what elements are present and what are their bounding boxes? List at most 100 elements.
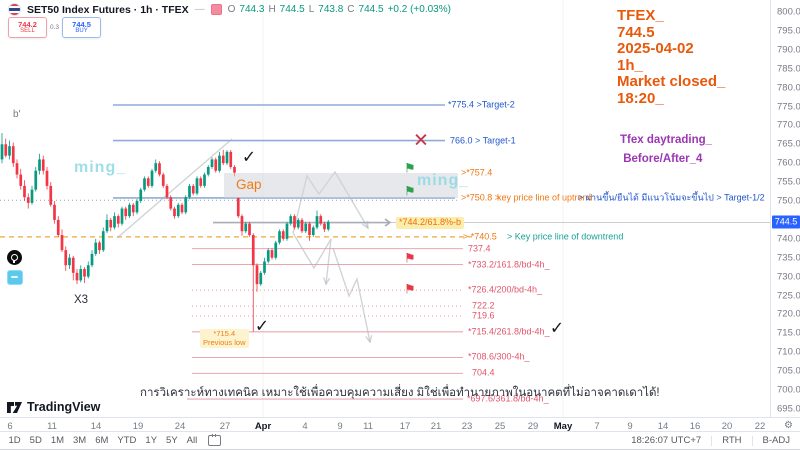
candle-body xyxy=(71,257,75,273)
range-button-5y[interactable]: 5Y xyxy=(166,435,178,446)
candle-body xyxy=(154,163,158,171)
candle-body xyxy=(225,151,229,164)
idea-pin-icon[interactable] xyxy=(7,250,22,265)
candle-body xyxy=(34,170,38,190)
time-axis-tick: 11 xyxy=(363,421,373,432)
candle-body xyxy=(296,219,300,228)
candle-body xyxy=(180,204,184,213)
ohlc-key: C xyxy=(347,4,355,15)
ohlc-value: 744.3 xyxy=(239,4,265,15)
candle-body xyxy=(49,185,53,205)
sell-button[interactable]: 744.2 SELL xyxy=(8,17,47,38)
flag-badge-icon[interactable] xyxy=(210,4,222,15)
time-axis-tick: 9 xyxy=(627,421,633,432)
time-axis-tick: 29 xyxy=(527,421,539,432)
price-scale-label: 750.0 xyxy=(777,195,800,207)
range-buttons: 1D 5D 1M 3M 6M YTD 1Y 5Y All xyxy=(0,435,202,446)
candle-body xyxy=(255,265,259,285)
tradingview-logo[interactable]: TradingView xyxy=(7,400,100,414)
candle-body xyxy=(236,197,240,217)
gear-icon[interactable]: ⚙ xyxy=(784,420,793,431)
range-button-1m[interactable]: 1M xyxy=(50,435,65,446)
price-scale-label: 770.0 xyxy=(777,119,800,131)
buy-button[interactable]: 744.5 BUY xyxy=(62,17,102,38)
candle-body xyxy=(161,174,165,186)
time-axis-tick: 20 xyxy=(721,421,733,432)
time-axis-tick: Apr xyxy=(254,421,272,432)
tradingview-logo-text: TradingView xyxy=(27,400,101,414)
candle-body xyxy=(135,201,139,213)
price-scale-label: 790.0 xyxy=(777,44,800,56)
ohlc-value: 744.5 xyxy=(358,4,384,15)
candle-body xyxy=(203,174,206,186)
candle-body xyxy=(240,216,244,232)
projection-arrowhead xyxy=(365,335,373,344)
candle-body xyxy=(195,178,199,194)
candle-body xyxy=(169,197,173,209)
time-axis-tick: 14 xyxy=(657,421,669,432)
adjust-toggle[interactable]: B-ADJ xyxy=(762,435,790,446)
price-scale-label: 710.0 xyxy=(777,346,800,358)
candle-body xyxy=(173,208,176,217)
price-scale-label: 760.0 xyxy=(777,157,800,169)
candle-body xyxy=(281,231,285,239)
gap-zone-box xyxy=(224,173,458,198)
candle-body xyxy=(221,155,225,164)
candle-body xyxy=(79,269,83,281)
candle-body xyxy=(251,235,255,266)
session-toggle[interactable]: RTH xyxy=(722,435,742,446)
candle-body xyxy=(86,265,90,277)
sticker-icon[interactable] xyxy=(7,270,23,285)
range-button-ytd[interactable]: YTD xyxy=(117,435,137,446)
candle-body xyxy=(218,155,221,171)
projection-line xyxy=(116,138,233,239)
range-button-1d[interactable]: 1D xyxy=(8,435,21,446)
symbol-header[interactable]: SET50 Index Futures · 1h · TFEX — O 744.3… xyxy=(8,3,451,16)
candle-body xyxy=(176,204,180,217)
range-button-all[interactable]: All xyxy=(186,435,198,446)
candle-body xyxy=(270,250,274,258)
candle-body xyxy=(131,204,135,213)
last-price-badge[interactable]: 744.5 xyxy=(772,215,800,229)
candle-body xyxy=(233,166,236,173)
candle-body xyxy=(68,257,71,266)
candle-body xyxy=(0,144,4,160)
candle-body xyxy=(105,219,109,232)
candle-body xyxy=(188,185,191,198)
range-button-6m[interactable]: 6M xyxy=(95,435,109,446)
range-button-3m[interactable]: 3M xyxy=(73,435,87,446)
candle-body xyxy=(101,231,105,251)
candle-body xyxy=(4,144,8,156)
price-scale-label: 715.0 xyxy=(777,327,800,339)
projection-line xyxy=(292,232,332,285)
ohlc-values: O 744.3 H 744.5 L 743.8 C 744.5 +0.2 (+0.03%) xyxy=(228,4,451,15)
time-axis-tick: 16 xyxy=(689,421,701,432)
minus-icon[interactable]: — xyxy=(194,4,205,15)
time-axis-tick: 4 xyxy=(302,421,308,432)
candle-body xyxy=(38,159,41,171)
range-button-5d[interactable]: 5D xyxy=(29,435,42,446)
candle-body xyxy=(45,170,49,186)
price-scale-label: 775.0 xyxy=(777,101,800,112)
symbol-title[interactable]: SET50 Index Futures · 1h · TFEX xyxy=(27,3,189,16)
previous-low-price: *715.4 xyxy=(213,329,236,338)
calendar-range-icon[interactable] xyxy=(207,433,221,446)
buy-label: BUY xyxy=(75,28,88,35)
clock-status[interactable]: 18:26:07 UTC+7 xyxy=(631,435,702,446)
candle-body xyxy=(23,185,26,198)
candle-body xyxy=(109,219,113,228)
candle-body xyxy=(311,227,315,236)
candle-body xyxy=(41,159,45,171)
candle-body xyxy=(274,242,278,258)
candle-body xyxy=(19,174,23,186)
range-button-1y[interactable]: 1Y xyxy=(145,435,158,446)
time-axis[interactable]: ⚙ 6 11 14 19 24 27 Apr 4 9 11 17 21 23 25 29 May 7 9 14 16 2… xyxy=(0,417,800,432)
price-scale[interactable]: 800.0 795.0 790.0 785.0 780.0 775.0 770.0 765.0… xyxy=(770,0,800,417)
candle-body xyxy=(98,242,101,251)
candle-body xyxy=(199,178,203,186)
candle-body xyxy=(308,223,311,236)
price-scale-label: 780.0 xyxy=(777,82,800,94)
candle-body xyxy=(304,223,308,232)
ohlc-value: 743.8 xyxy=(318,4,344,15)
time-axis-tick: 21 xyxy=(430,421,442,432)
